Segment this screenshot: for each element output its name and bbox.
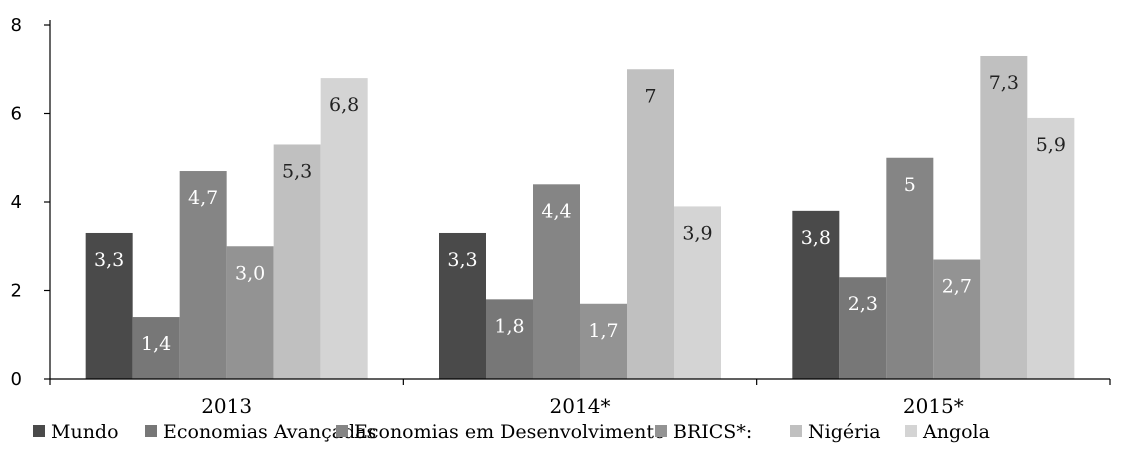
- data-label: 5,9: [1036, 134, 1066, 156]
- bar: [580, 303, 627, 379]
- data-label: 3,0: [235, 262, 265, 284]
- y-tick-label: 0: [11, 369, 22, 390]
- x-axis: 2013 2014* 2015*: [49, 378, 1111, 418]
- data-labels-group: 3,3 1,4 4,7 3,0 5,3 6,8 3,3 1,8 4,4 1,7 7 3,9 3,8 2,3…: [94, 72, 1066, 355]
- bar: [273, 144, 321, 379]
- y-axis: 0 2 4 6 8: [11, 15, 51, 390]
- y-tick-label: 2: [11, 281, 22, 302]
- bar: [533, 184, 580, 379]
- data-label: 3,3: [94, 249, 124, 271]
- legend-label: Mundo: [51, 421, 119, 443]
- bar: [839, 277, 887, 379]
- bar-series-group: [85, 55, 1075, 380]
- legend-label: Nigéria: [808, 421, 881, 443]
- data-label: 1,8: [494, 315, 524, 337]
- legend-swatch: [145, 425, 157, 437]
- data-label: 3,8: [801, 227, 831, 249]
- bar: [674, 206, 721, 379]
- legend-label: BRICS*:: [673, 421, 752, 443]
- legend-label: Economias em Desenvolvimento: [354, 421, 665, 443]
- legend-label: Angola: [922, 421, 990, 443]
- y-tick-label: 8: [11, 15, 22, 36]
- x-category-label: 2014*: [550, 394, 611, 418]
- bar: [226, 246, 274, 379]
- data-label: 5,3: [282, 160, 312, 182]
- data-label: 3,9: [682, 222, 712, 244]
- legend-swatch: [655, 425, 667, 437]
- data-label: 4,7: [188, 187, 218, 209]
- data-label: 4,4: [541, 200, 571, 222]
- bar: [933, 259, 981, 379]
- bar: [627, 69, 674, 379]
- bar: [439, 232, 486, 379]
- legend-label: Economias Avançadas: [163, 421, 376, 443]
- legend-swatch: [905, 425, 917, 437]
- y-tick-label: 6: [11, 104, 22, 125]
- bar: [320, 78, 368, 379]
- data-label: 1,4: [141, 333, 171, 355]
- x-category-label: 2015*: [903, 394, 964, 418]
- legend-swatch: [336, 425, 348, 437]
- legend-swatch: [33, 425, 45, 437]
- bar: [886, 157, 934, 379]
- bar: [980, 55, 1028, 379]
- bar: [1027, 117, 1075, 380]
- bar: [132, 317, 180, 379]
- x-category-label: 2013: [201, 394, 252, 418]
- y-tick-label: 4: [11, 192, 22, 213]
- bar: [179, 171, 227, 379]
- data-label: 2,7: [942, 276, 972, 298]
- data-label: 7: [644, 85, 656, 107]
- data-label: 1,7: [588, 320, 618, 342]
- data-label: 5: [904, 174, 916, 196]
- bar: [85, 232, 133, 379]
- data-label: 3,3: [447, 249, 477, 271]
- bar: [792, 210, 840, 379]
- data-label: 6,8: [329, 94, 359, 116]
- bar: [486, 299, 533, 379]
- data-label: 7,3: [989, 72, 1019, 94]
- data-label: 2,3: [848, 293, 878, 315]
- legend-swatch: [790, 425, 802, 437]
